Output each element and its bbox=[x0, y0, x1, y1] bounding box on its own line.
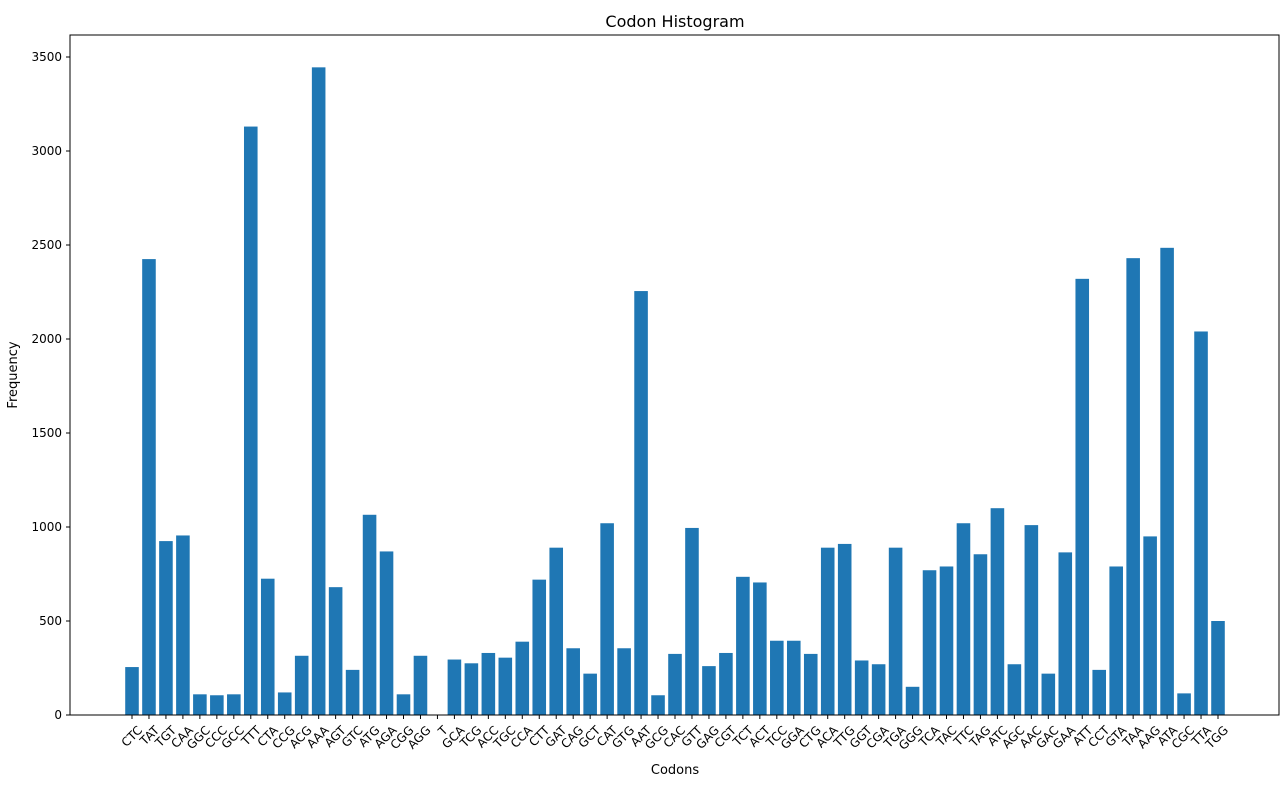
bar-gct bbox=[583, 673, 597, 715]
bar-acg bbox=[294, 655, 309, 715]
bar-cga bbox=[871, 664, 886, 715]
bar-ggc bbox=[193, 694, 207, 715]
y-tick-label: 500 bbox=[39, 614, 62, 628]
bar-cgt bbox=[719, 652, 733, 715]
y-tick-label: 3500 bbox=[31, 50, 62, 64]
bar-ctt bbox=[532, 579, 547, 715]
chart-title: Codon Histogram bbox=[605, 12, 744, 31]
bar-aga bbox=[379, 551, 394, 715]
y-tick-label: 1000 bbox=[31, 520, 62, 534]
bar-ggg bbox=[905, 686, 920, 715]
bar-cca bbox=[515, 641, 530, 715]
bar-tct bbox=[736, 576, 750, 715]
bar-agt bbox=[328, 587, 343, 715]
bar-cta bbox=[260, 578, 275, 715]
bar-aag bbox=[1143, 536, 1157, 715]
bar-tca bbox=[922, 570, 937, 715]
y-tick-label: 2500 bbox=[31, 238, 62, 252]
bar-atg bbox=[362, 514, 377, 715]
bar-gta bbox=[1109, 566, 1123, 715]
bar-gca bbox=[447, 659, 462, 715]
bar-ata bbox=[1160, 247, 1174, 715]
bar-gtc bbox=[345, 669, 360, 715]
bar-tac bbox=[939, 566, 954, 715]
plot-frame bbox=[69, 34, 1280, 716]
bar-tgt bbox=[159, 541, 173, 715]
bar-caa bbox=[176, 535, 190, 715]
bar-ctc bbox=[125, 667, 139, 715]
bar-ttg bbox=[837, 543, 852, 715]
y-tick-label: 1500 bbox=[31, 426, 62, 440]
x-axis-label: Codons bbox=[651, 763, 699, 778]
bar-tgc bbox=[498, 657, 513, 715]
bar-agg bbox=[413, 655, 428, 715]
bar-ggt bbox=[854, 660, 869, 715]
y-tick-label: 2000 bbox=[31, 332, 62, 346]
bar-gtg bbox=[617, 648, 631, 715]
bar-gtt bbox=[685, 527, 699, 715]
bar-tta bbox=[1194, 331, 1208, 715]
bar-cgc bbox=[1177, 693, 1191, 715]
bar-gaa bbox=[1058, 552, 1073, 715]
bar-ttt bbox=[243, 126, 258, 715]
bar-gga bbox=[786, 640, 801, 715]
bar-acc bbox=[481, 652, 496, 715]
y-axis: 0 500 1000 1500 2000 2500 3000 3500 bbox=[31, 50, 70, 722]
bar-ccg bbox=[277, 692, 292, 715]
bar-ccc bbox=[210, 695, 224, 715]
y-axis-label: Frequency bbox=[6, 341, 21, 408]
bar-tat bbox=[142, 259, 156, 715]
bar-cac bbox=[668, 653, 682, 715]
bar-gag bbox=[702, 666, 716, 715]
bar-tag bbox=[973, 554, 988, 715]
bar-cct bbox=[1092, 669, 1107, 715]
bar-cgg bbox=[396, 694, 411, 715]
bar-gcg bbox=[651, 695, 665, 715]
bar-atc bbox=[990, 508, 1005, 715]
bars-group bbox=[125, 67, 1225, 716]
bar-aat bbox=[634, 291, 648, 715]
bar-tcc bbox=[770, 640, 784, 715]
bar-gac bbox=[1041, 673, 1056, 715]
bar-att bbox=[1075, 278, 1090, 715]
bar-agc bbox=[1007, 664, 1022, 715]
bar-aca bbox=[820, 547, 835, 715]
bar-taa bbox=[1126, 258, 1140, 715]
bar-tga bbox=[888, 547, 903, 715]
bar-cat bbox=[600, 523, 614, 715]
bar-act bbox=[753, 582, 767, 715]
bar-tcg bbox=[464, 663, 479, 715]
bar-tgg bbox=[1211, 621, 1225, 715]
bar-gat bbox=[549, 547, 564, 715]
bar-ttc bbox=[956, 523, 971, 715]
bar-aac bbox=[1024, 525, 1039, 715]
y-tick-label: 0 bbox=[54, 708, 62, 722]
bar-gcc bbox=[227, 694, 241, 715]
y-tick-label: 3000 bbox=[31, 144, 62, 158]
bar-aaa bbox=[311, 67, 326, 716]
bar-cag bbox=[566, 648, 580, 715]
bar-ctg bbox=[803, 653, 818, 715]
